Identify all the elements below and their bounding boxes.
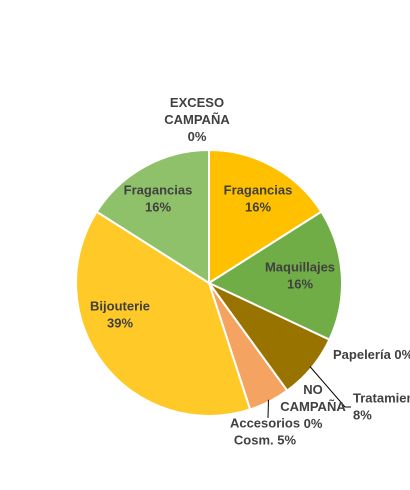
slice-label-line: Cosm. 5% (234, 433, 297, 448)
slice-label-line: 16% (145, 200, 171, 215)
slice-label-7: Fragancias 16% (124, 183, 193, 215)
pie-slice-0 (208, 148, 323, 285)
slice-label-line: 0% (304, 416, 323, 431)
slice-label-line: Fragancias (124, 183, 193, 198)
slice-label-line: 8% (353, 408, 372, 423)
slice-label-line: Fragancias (224, 183, 293, 198)
slice-label-1: Maquillajes 16% (265, 260, 335, 292)
pie-slice-6 (75, 210, 252, 417)
slice-label-line: 16% (245, 200, 271, 215)
slice-label-line: CAMPAÑA (164, 112, 230, 127)
slice-label-line: Papelería 0% (333, 347, 410, 362)
slice-label-5: Accesorios Cosm. 5% (230, 416, 300, 448)
slice-label-line: 16% (287, 277, 313, 292)
slice-label-6: Bijouterie 39% (90, 299, 150, 331)
slice-label-8: EXCESO CAMPAÑA 0% (164, 95, 230, 144)
pie-slice-1 (206, 210, 343, 341)
slice-label-line: Accesorios (230, 416, 300, 431)
slice-label-3: Tratamientos 8% (353, 391, 410, 423)
leader-line-3 (309, 366, 351, 408)
slice-label-line: NO (303, 382, 323, 397)
slice-label-4: NO CAMPAÑA 0% (280, 382, 346, 431)
slice-label-line: Bijouterie (90, 299, 150, 314)
slice-label-line: EXCESO (170, 95, 224, 110)
slice-label-0: Fragancias 16% (224, 183, 293, 215)
slice-label-line: Maquillajes (265, 260, 335, 275)
pie-slice-7 (95, 148, 210, 285)
slice-labels: Fragancias 16% Maquillajes 16% Papelería 0% T… (90, 95, 410, 448)
slice-label-line: 39% (107, 316, 133, 331)
pie-slices (75, 148, 343, 417)
slice-label-line: 0% (188, 129, 207, 144)
slice-label-line: CAMPAÑA (280, 399, 346, 414)
slice-label-line: Tratamientos (353, 391, 410, 406)
leader-lines (267, 366, 351, 419)
slice-label-2: Papelería 0% (333, 347, 410, 362)
